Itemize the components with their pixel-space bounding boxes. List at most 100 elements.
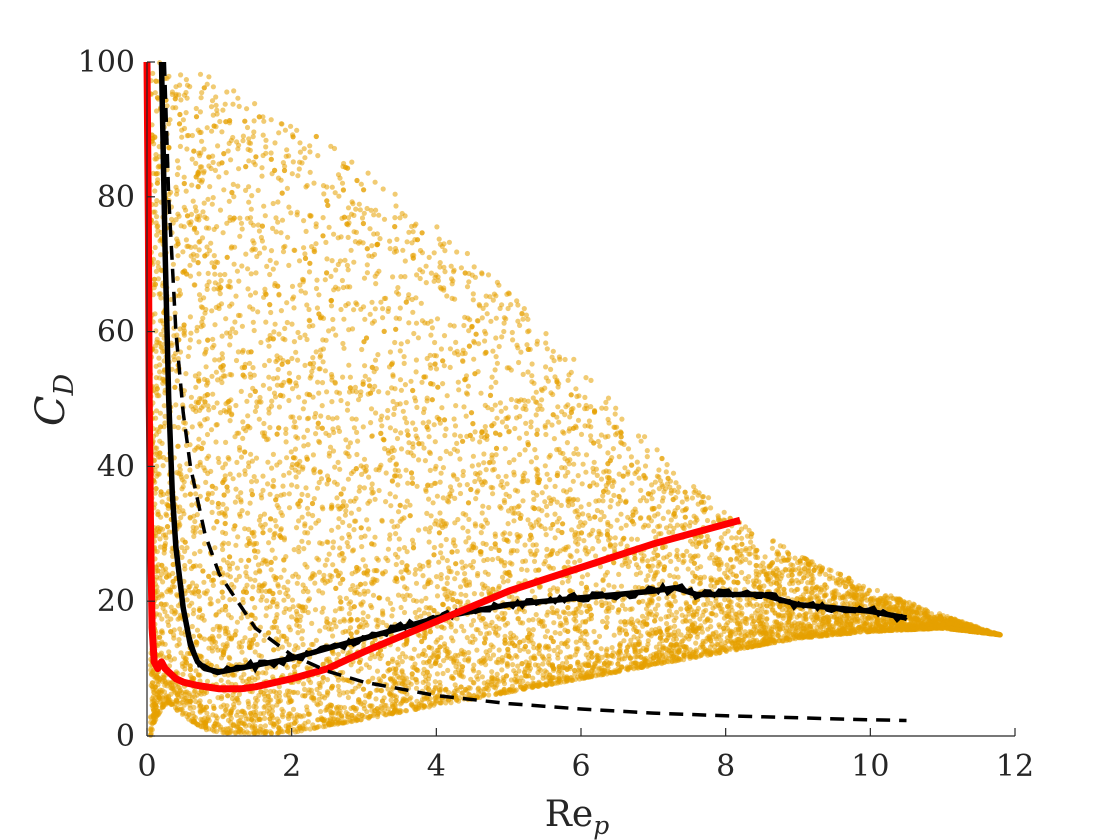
scatter-point bbox=[158, 331, 164, 337]
scatter-point bbox=[238, 490, 244, 496]
scatter-point bbox=[261, 511, 268, 517]
scatter-point bbox=[533, 412, 539, 418]
scatter-point bbox=[179, 544, 185, 551]
scatter-point bbox=[548, 366, 554, 372]
scatter-point bbox=[254, 253, 260, 260]
scatter-point bbox=[235, 95, 241, 101]
scatter-point bbox=[194, 511, 200, 518]
scatter-point bbox=[346, 389, 353, 395]
scatter-point bbox=[782, 566, 788, 573]
scatter-point bbox=[808, 571, 814, 577]
scatter-point bbox=[289, 386, 296, 392]
scatter-point bbox=[304, 665, 310, 671]
scatter-point bbox=[201, 200, 207, 206]
scatter-point bbox=[526, 617, 532, 623]
scatter-point bbox=[360, 424, 366, 430]
scatter-point bbox=[522, 447, 528, 453]
scatter-point bbox=[299, 160, 305, 166]
scatter-point bbox=[667, 523, 673, 529]
scatter-point bbox=[296, 394, 302, 400]
scatter-point bbox=[182, 492, 188, 498]
scatter-point bbox=[494, 360, 500, 366]
scatter-point bbox=[558, 502, 564, 508]
scatter-point bbox=[197, 529, 204, 535]
scatter-point bbox=[361, 485, 367, 491]
scatter-point bbox=[296, 549, 302, 555]
scatter-point bbox=[236, 472, 242, 478]
scatter-point bbox=[349, 159, 355, 165]
scatter-point bbox=[362, 373, 368, 379]
scatter-point bbox=[395, 285, 401, 291]
scatter-point bbox=[196, 292, 203, 298]
scatter-point bbox=[499, 334, 505, 340]
scatter-point bbox=[689, 495, 696, 501]
scatter-point bbox=[189, 502, 195, 508]
scatter-point bbox=[153, 328, 159, 334]
scatter-point bbox=[422, 584, 428, 590]
scatter-point bbox=[447, 322, 453, 328]
scatter-point bbox=[575, 541, 581, 547]
scatter-point bbox=[210, 626, 216, 633]
scatter-point bbox=[405, 480, 411, 486]
scatter-point bbox=[238, 220, 245, 226]
scatter-point bbox=[571, 461, 577, 467]
scatter-point bbox=[360, 610, 366, 616]
scatter-point bbox=[588, 433, 594, 439]
scatter-point bbox=[605, 395, 612, 401]
scatter-point bbox=[524, 567, 530, 573]
scatter-point bbox=[505, 521, 511, 527]
scatter-point bbox=[318, 352, 324, 358]
scatter-point bbox=[533, 389, 539, 395]
scatter-point bbox=[446, 239, 452, 245]
scatter-point bbox=[364, 270, 370, 276]
scatter-point bbox=[733, 587, 739, 593]
scatter-point bbox=[246, 136, 252, 142]
scatter-point bbox=[442, 248, 448, 254]
scatter-point bbox=[196, 150, 202, 156]
scatter-point bbox=[546, 656, 552, 662]
scatter-point bbox=[343, 450, 349, 456]
scatter-point bbox=[713, 598, 719, 604]
scatter-point bbox=[604, 528, 611, 534]
scatter-point bbox=[392, 428, 398, 434]
scatter-point bbox=[307, 375, 313, 381]
scatter-point bbox=[582, 590, 588, 596]
scatter-point bbox=[210, 391, 216, 397]
scatter-point bbox=[598, 646, 604, 652]
scatter-point bbox=[232, 596, 238, 602]
scatter-point bbox=[247, 392, 253, 398]
scatter-point bbox=[382, 446, 388, 452]
scatter-point bbox=[540, 661, 546, 667]
scatter-point bbox=[196, 371, 202, 377]
scatter-point bbox=[176, 165, 182, 171]
scatter-point bbox=[299, 514, 305, 520]
scatter-point bbox=[565, 559, 571, 565]
scatter-point bbox=[416, 607, 422, 613]
scatter-point bbox=[406, 320, 412, 326]
scatter-point bbox=[364, 262, 370, 268]
scatter-point bbox=[671, 636, 677, 643]
scatter-point bbox=[586, 616, 592, 622]
scatter-point bbox=[261, 420, 267, 427]
scatter-point bbox=[670, 470, 677, 476]
scatter-point bbox=[474, 647, 480, 653]
scatter-point bbox=[480, 503, 486, 509]
scatter-point bbox=[284, 319, 290, 326]
scatter-point bbox=[307, 149, 313, 155]
scatter-point bbox=[447, 451, 454, 457]
scatter-point bbox=[657, 478, 664, 484]
scatter-point bbox=[156, 291, 162, 297]
scatter-point bbox=[648, 568, 654, 574]
scatter-point bbox=[454, 616, 460, 622]
scatter-point bbox=[393, 561, 399, 568]
scatter-point bbox=[242, 526, 248, 532]
scatter-point bbox=[196, 247, 202, 253]
scatter-point bbox=[518, 397, 524, 403]
scatter-point bbox=[592, 639, 598, 646]
scatter-point bbox=[206, 279, 212, 285]
scatter-point bbox=[228, 615, 234, 621]
scatter-point bbox=[344, 262, 350, 268]
scatter-point bbox=[318, 708, 324, 715]
scatter-point bbox=[153, 390, 159, 396]
scatter-point bbox=[329, 527, 335, 533]
